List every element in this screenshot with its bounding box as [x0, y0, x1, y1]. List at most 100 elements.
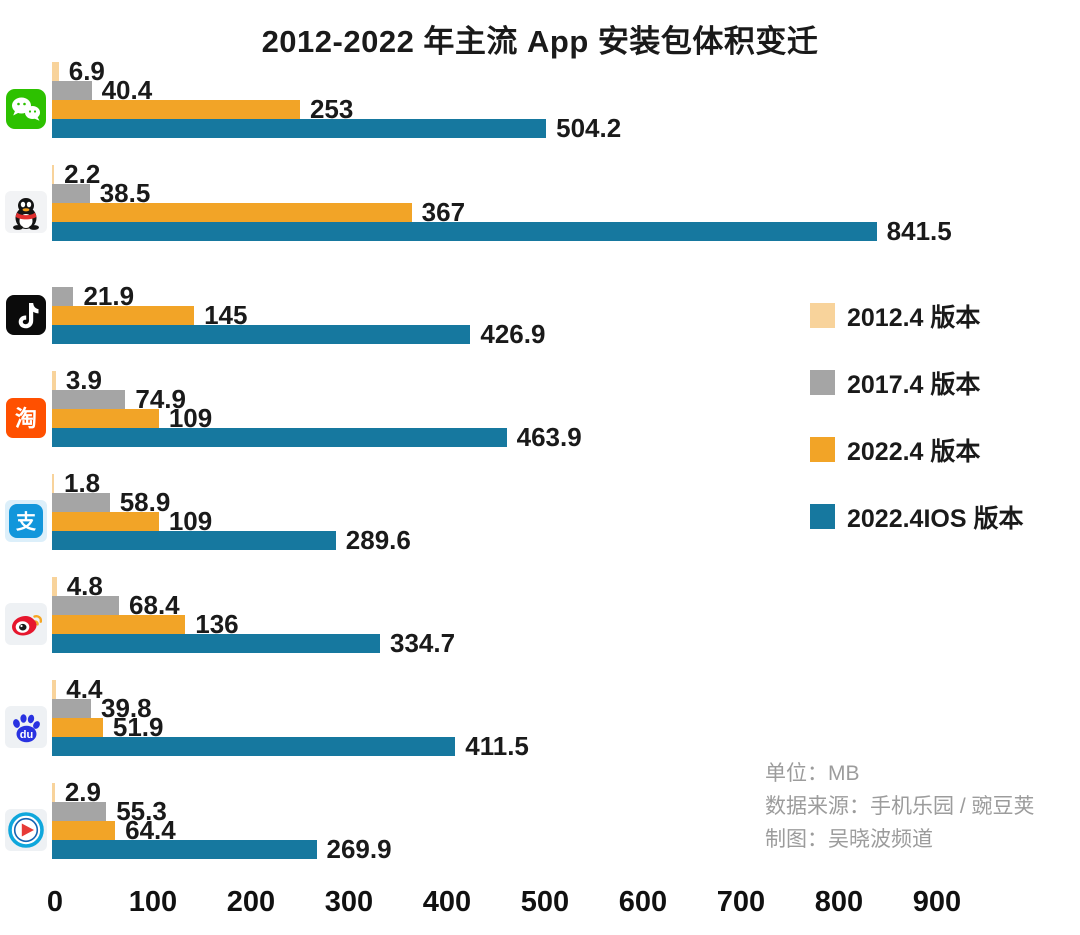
bar-value-qq-v2022: 367	[421, 197, 466, 227]
bar-line-qq-v2017: 38.5	[52, 178, 1080, 208]
bar-group-baidu: 4.4 39.8 51.9 411.5	[52, 676, 1080, 761]
bar-qq-v2022	[52, 203, 412, 222]
bar-line-youku-v2012: 2.9	[52, 779, 1080, 805]
bar-youku-v2022	[52, 821, 116, 840]
bar-value-qq-v2012: 2.2	[64, 159, 101, 189]
bar-line-weibo-v2012: 4.8	[52, 573, 1080, 599]
bar-group-weibo: 4.8 68.4 136 334.7	[52, 573, 1080, 656]
legend-label-2022: 2022.4 版本	[847, 437, 981, 466]
bar-line-youku-v2022ios: 269.9	[52, 834, 1080, 864]
x-tick-0: 0	[46, 886, 64, 918]
bar-value-wechat-v2022ios: 504.2	[556, 113, 622, 143]
svg-text:淘: 淘	[15, 406, 37, 431]
bar-alipay-v2022	[52, 512, 159, 531]
bar-taobao-v2017	[52, 390, 126, 409]
wechat-icon	[5, 88, 47, 130]
legend-swatch-2012-icon	[810, 303, 835, 328]
app-row-youku: 2.9 55.3 64.4 269.9	[0, 779, 1080, 886]
bar-value-taobao-v2012: 3.9	[65, 365, 102, 395]
bar-line-baidu-v2017: 39.8	[52, 695, 1080, 721]
chart-footer: 单位：MB 数据来源：手机乐园 / 豌豆荚 制图：吴晓波频道	[765, 757, 1035, 856]
footer-source: 数据来源：手机乐园 / 豌豆荚	[765, 795, 1035, 818]
bar-line-alipay-v2022: 109	[52, 506, 1080, 536]
bar-alipay-v2017	[52, 493, 110, 512]
bar-douyin-v2022	[52, 306, 195, 325]
bar-value-alipay-v2012: 1.8	[64, 468, 101, 498]
bar-line-douyin-v2012	[52, 268, 1080, 287]
x-tick-200: 200	[226, 886, 276, 918]
app-row-baidu: du 4.4 39.8 51.9 411.5	[0, 676, 1080, 783]
app-row-wechat: 6.9 40.4 253 504.2	[0, 56, 1080, 165]
chart-rows: 6.9 40.4 253 504.2 2.2 38.5 367 841.5 21.9 145 426…	[0, 56, 1080, 886]
legend-swatch-2017-icon	[810, 370, 835, 395]
bar-value-qq-v2017: 38.5	[99, 178, 151, 208]
app-row-alipay: 支 1.8 58.9 109 289.6	[0, 468, 1080, 577]
x-tick-900: 900	[912, 886, 962, 918]
bar-taobao-v2012	[52, 371, 56, 390]
bar-value-alipay-v2017: 58.9	[119, 487, 171, 517]
bar-value-wechat-v2012: 6.9	[68, 56, 105, 86]
bar-youku-v2022ios	[52, 840, 317, 859]
bar-value-douyin-v2022ios: 426.9	[480, 319, 546, 349]
bar-line-douyin-v2022: 145	[52, 302, 1080, 328]
bar-group-douyin: 21.9 145 426.9	[52, 268, 1080, 349]
bar-line-qq-v2012: 2.2	[52, 159, 1080, 189]
bar-line-wechat-v2022ios: 504.2	[52, 113, 1080, 143]
bar-value-baidu-v2022: 51.9	[112, 712, 164, 742]
bar-line-baidu-v2022ios: 411.5	[52, 731, 1080, 761]
bar-value-youku-v2022ios: 269.9	[326, 834, 392, 864]
legend-label-2017: 2017.4 版本	[847, 370, 981, 399]
bar-line-alipay-v2017: 58.9	[52, 487, 1080, 517]
bar-qq-v2017	[52, 184, 90, 203]
bar-line-weibo-v2017: 68.4	[52, 592, 1080, 618]
alipay-icon: 支	[5, 500, 47, 542]
baidu-icon: du	[5, 706, 47, 748]
footer-unit: 单位：MB	[765, 762, 860, 785]
bar-group-qq: 2.2 38.5 367 841.5	[52, 159, 1080, 244]
bar-youku-v2017	[52, 802, 107, 821]
chart-legend: 2012.4 版本 2017.4 版本 2022.4 版本 2022.4IOS …	[810, 303, 1023, 571]
douyin-icon	[5, 294, 47, 336]
app-row-weibo: 4.8 68.4 136 334.7	[0, 573, 1080, 680]
bar-line-youku-v2017: 55.3	[52, 798, 1080, 824]
bar-qq-v2022ios	[52, 222, 877, 241]
bar-weibo-v2022ios	[52, 634, 380, 653]
bar-line-douyin-v2022ios: 426.9	[52, 319, 1080, 349]
bar-taobao-v2022	[52, 409, 159, 428]
bar-alipay-v2012	[52, 474, 54, 493]
bar-line-baidu-v2012: 4.4	[52, 676, 1080, 702]
footer-credit: 制图：吴晓波频道	[765, 828, 933, 851]
qq-icon	[5, 191, 47, 233]
bar-line-baidu-v2022: 51.9	[52, 712, 1080, 742]
x-tick-100: 100	[128, 886, 178, 918]
bar-value-baidu-v2022ios: 411.5	[465, 731, 529, 761]
bar-wechat-v2012	[52, 62, 59, 81]
x-tick-500: 500	[520, 886, 570, 918]
legend-item-2017: 2017.4 版本	[810, 370, 1023, 399]
bar-weibo-v2012	[52, 577, 57, 596]
bar-douyin-v2017	[52, 287, 74, 306]
bar-wechat-v2022ios	[52, 119, 547, 138]
bar-line-taobao-v2022: 109	[52, 405, 1080, 431]
bar-line-taobao-v2022ios: 463.9	[52, 424, 1080, 450]
bar-line-taobao-v2012: 3.9	[52, 365, 1080, 395]
bar-baidu-v2022ios	[52, 737, 456, 756]
bar-line-alipay-v2022ios: 289.6	[52, 527, 1080, 553]
bar-value-wechat-v2022: 253	[309, 94, 354, 124]
bar-group-taobao: 3.9 74.9 109 463.9	[52, 365, 1080, 450]
svg-text:支: 支	[16, 510, 37, 534]
app-row-taobao: 淘 3.9 74.9 109 463.9	[0, 365, 1080, 474]
bar-line-alipay-v2012: 1.8	[52, 468, 1080, 498]
bar-value-taobao-v2017: 74.9	[135, 384, 186, 414]
bar-wechat-v2017	[52, 81, 92, 100]
legend-item-2012: 2012.4 版本	[810, 303, 1023, 332]
taobao-icon: 淘	[5, 397, 47, 439]
bar-weibo-v2022	[52, 615, 186, 634]
x-tick-700: 700	[716, 886, 766, 918]
bar-group-wechat: 6.9 40.4 253 504.2	[52, 56, 1080, 143]
app-row-qq: 2.2 38.5 367 841.5	[0, 159, 1080, 268]
legend-swatch-2022ios-icon	[810, 504, 835, 529]
bar-value-douyin-v2017: 21.9	[83, 281, 135, 311]
bar-value-alipay-v2022: 109	[168, 506, 213, 536]
